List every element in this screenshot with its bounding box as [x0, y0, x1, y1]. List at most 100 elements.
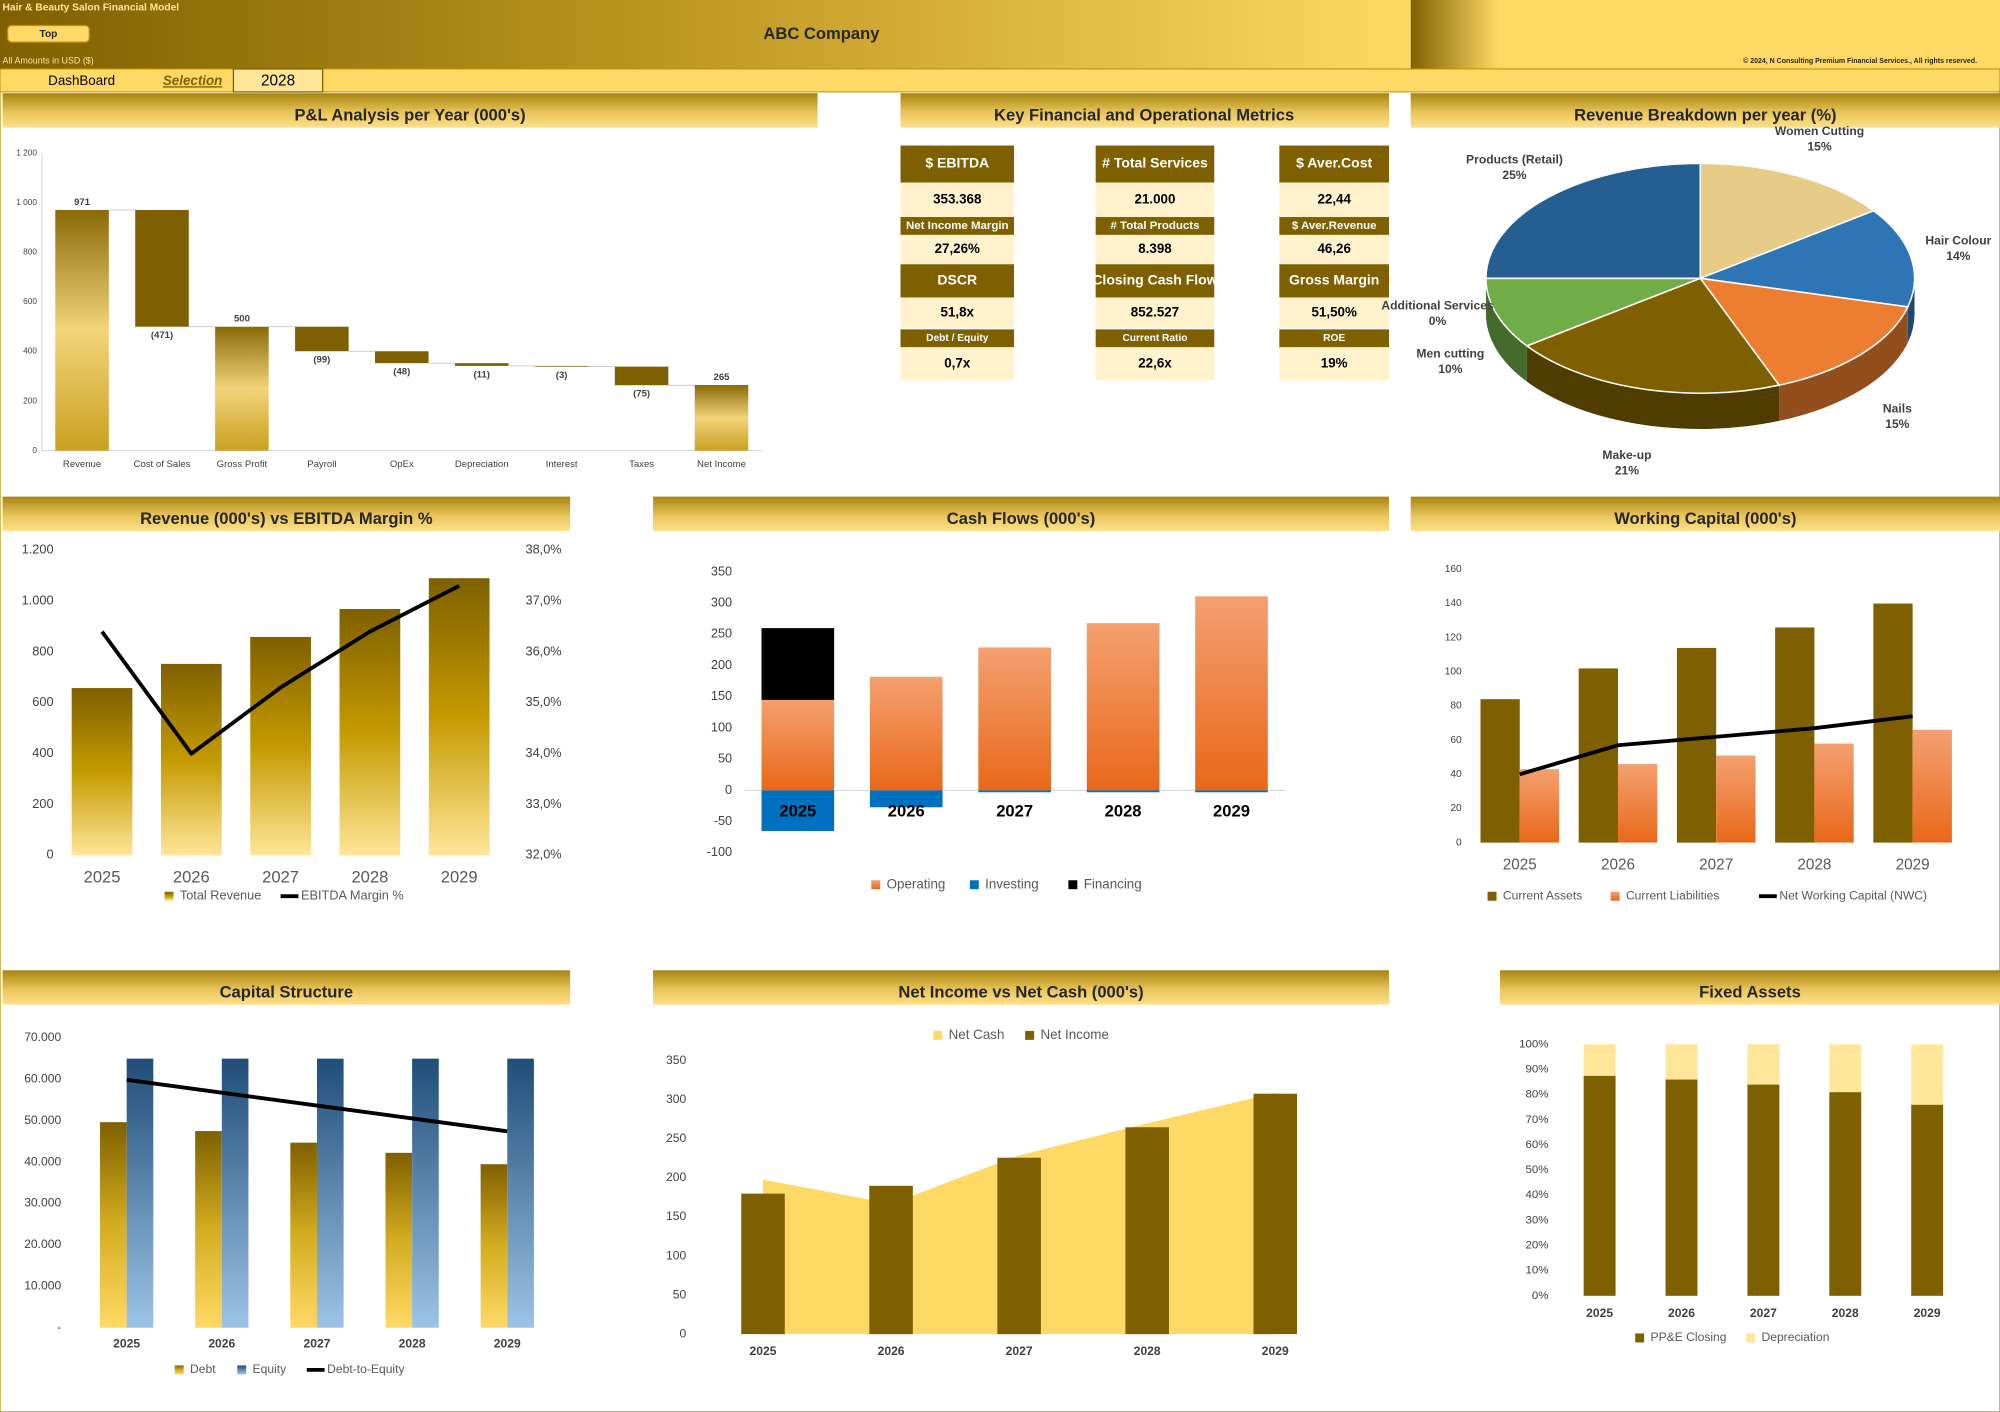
x-tick-label: 2025 [84, 868, 121, 887]
x-tick-label: Revenue [63, 459, 101, 470]
x-tick-label: Depreciation [455, 459, 509, 470]
metric-value: 852.527 [1131, 304, 1179, 319]
tick-label: 200 [711, 657, 732, 672]
metric-label: Current Ratio [1122, 333, 1187, 344]
tick-label: 60% [1526, 1139, 1549, 1151]
bar [1716, 755, 1756, 843]
bar [1665, 1044, 1698, 1080]
bar [761, 699, 835, 791]
x-tick-label: 2026 [208, 1337, 235, 1351]
legend-swatch [1610, 891, 1620, 901]
x-tick-label: 2025 [1503, 857, 1537, 874]
tick-label: 100 [711, 719, 732, 734]
pie-label: Hair Colour [1925, 234, 1991, 248]
x-tick-label: 2027 [996, 801, 1033, 820]
metric-value-cell [1279, 182, 1390, 218]
bar [126, 1058, 154, 1328]
metric-label-cell [900, 217, 1015, 235]
top-button-label[interactable]: Top [40, 29, 58, 40]
metric-label-cell [1279, 264, 1390, 298]
tick-label: 30.000 [24, 1196, 61, 1210]
panel-header [2, 93, 818, 128]
bar [534, 365, 589, 367]
pie-value-label: 21% [1615, 463, 1639, 477]
bar [100, 1122, 127, 1328]
x-tick-label: 2027 [303, 1337, 330, 1351]
bar [1195, 596, 1268, 791]
x-tick-label: 2025 [750, 1344, 777, 1358]
legend-label: Current Liabilities [1626, 888, 1720, 902]
data-label: (99) [313, 355, 330, 366]
bar [412, 1058, 439, 1328]
year-box[interactable] [232, 68, 324, 93]
chart-title: Working Capital (000's) [1614, 509, 1796, 528]
x-tick-label: Payroll [307, 459, 336, 470]
tick-label: 300 [711, 595, 732, 610]
pie-value-label: 15% [1885, 417, 1909, 431]
chart-title: Capital Structure [220, 983, 354, 1002]
tick-label: 150 [666, 1209, 686, 1223]
model-title: Hair & Beauty Salon Financial Model [3, 2, 180, 13]
legend-label: Net Working Capital (NWC) [1779, 888, 1927, 902]
tick-label: 34,0% [526, 745, 562, 760]
metric-label: Net Income Margin [906, 220, 1009, 232]
metric-label-cell [1095, 145, 1215, 183]
legend-label: Financing [1084, 876, 1142, 891]
tick-label: 200 [666, 1170, 686, 1184]
pie-slice-side [1526, 345, 1780, 429]
currency-note: All Amounts in USD ($) [3, 56, 94, 66]
x-tick-label: 2029 [494, 1337, 521, 1351]
x-tick-label: 2028 [1105, 801, 1142, 820]
metric-label-cell [900, 145, 1015, 183]
bar [869, 790, 943, 808]
data-label: 265 [714, 372, 731, 383]
legend-swatch [1487, 891, 1497, 901]
tick-label: 100 [666, 1248, 686, 1262]
nav-selection[interactable]: Selection [163, 73, 222, 88]
bar [1617, 764, 1658, 843]
tick-label: 20.000 [24, 1237, 61, 1251]
bar [1911, 1104, 1944, 1296]
year-value[interactable]: 2028 [261, 73, 295, 90]
metric-value: 51,8x [941, 304, 975, 319]
metric-value: 21.000 [1135, 191, 1176, 206]
metric-label-cell [1279, 329, 1390, 348]
metric-label: Gross Margin [1289, 272, 1379, 288]
top-button[interactable] [7, 24, 90, 43]
tick-label: 350 [666, 1053, 686, 1067]
bar [1747, 1044, 1780, 1085]
x-tick-label: 2025 [113, 1337, 140, 1351]
pie-value-label: 14% [1946, 249, 1970, 263]
bar [614, 366, 669, 386]
tick-label: 33,0% [526, 796, 562, 811]
tick-label: 400 [32, 745, 53, 760]
bar [215, 326, 269, 451]
nav-dashboard[interactable]: DashBoard [48, 73, 115, 88]
tick-label: 70.000 [24, 1030, 61, 1044]
copyright: © 2024, N Consulting Premium Financial S… [1743, 57, 1977, 65]
line [126, 1077, 508, 1134]
bar [978, 647, 1051, 791]
company-name: ABC Company [763, 24, 880, 43]
tick-label: 80 [1450, 701, 1462, 712]
tick-label: 0 [1456, 837, 1462, 848]
x-tick-label: OpEx [390, 459, 414, 470]
chart-title: Cash Flows (000's) [947, 509, 1096, 528]
legend-label: Debt-to-Equity [327, 1362, 405, 1376]
legend-swatch [1635, 1333, 1645, 1343]
chart-title: Revenue (000's) vs EBITDA Margin % [140, 509, 433, 528]
x-tick-label: 2026 [878, 1344, 905, 1358]
data-label: (11) [473, 369, 489, 380]
panel-header [1410, 496, 2000, 532]
metric-value: 353.368 [933, 191, 982, 206]
x-tick-label: 2028 [1134, 1344, 1161, 1358]
metric-label-cell [1095, 329, 1215, 348]
bar [978, 790, 1051, 793]
tick-label: 40.000 [24, 1154, 61, 1168]
top-band [0, 0, 1411, 69]
bar [869, 1185, 913, 1335]
metric-label: Closing Cash Flow [1092, 272, 1217, 288]
legend-label: Investing [985, 876, 1039, 891]
tick-label: 90% [1526, 1063, 1549, 1075]
x-tick-label: 2027 [1699, 857, 1733, 874]
